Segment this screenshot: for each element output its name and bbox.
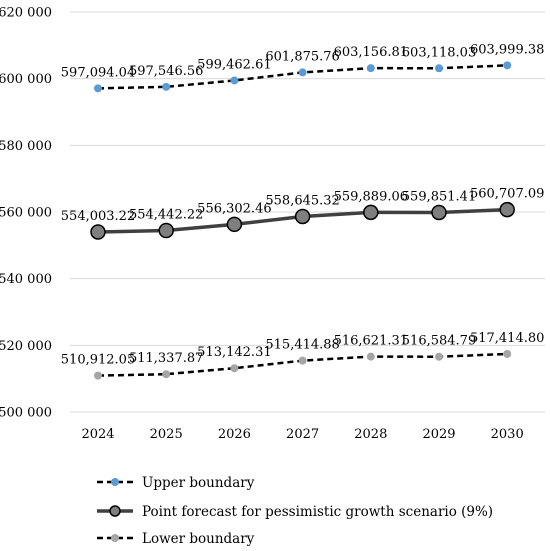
x-axis-ticks: 2024 2025 2026 2027 2028 2029 2030 (81, 427, 523, 442)
data-label: 559,851.41 (402, 189, 476, 204)
data-point (226, 216, 243, 233)
data-point (435, 352, 443, 361)
x-tick-label: 2025 (150, 427, 183, 442)
x-tick-label: 2026 (218, 427, 251, 442)
data-label: 556,302.46 (197, 201, 271, 216)
y-tick-label: 520 000 (0, 339, 52, 354)
data-point (503, 61, 512, 70)
data-point (298, 356, 307, 365)
data-label: 597,094.04 (61, 65, 135, 80)
y-tick-label: 600 000 (0, 72, 52, 87)
data-point (230, 76, 239, 85)
data-label: 599,462.61 (197, 57, 271, 72)
legend-marker (111, 534, 119, 542)
plot-area: 597,094.04597,546.56599,462.61601,875.76… (61, 42, 544, 380)
data-label: 513,142.31 (197, 345, 271, 360)
data-point (499, 201, 515, 218)
legend-label: Lower boundary (142, 531, 255, 547)
legend: Upper boundary Point forecast for pessimi… (97, 475, 493, 547)
data-label: 560,707.09 (470, 187, 544, 202)
legend-label: Upper boundary (142, 475, 255, 491)
data-label: 517,414.80 (470, 331, 544, 346)
data-point (503, 349, 512, 358)
x-tick-label: 2028 (354, 427, 387, 442)
data-label: 603,118.03 (402, 45, 476, 60)
legend-item: Upper boundary (97, 475, 255, 491)
legend-item: Point forecast for pessimistic growth sc… (97, 504, 493, 520)
data-label: 554,003.22 (61, 209, 135, 224)
data-label: 559,889.06 (334, 189, 408, 204)
x-tick-label: 2029 (422, 427, 455, 442)
legend-label: Point forecast for pessimistic growth sc… (142, 504, 493, 520)
data-label: 516,584.79 (402, 334, 476, 349)
data-point (431, 204, 447, 221)
y-axis-ticks: 500 000 520 000 540 000 560 000 580 000 600 0… (0, 6, 52, 421)
data-label: 515,414.88 (265, 338, 339, 353)
data-point (294, 208, 311, 225)
y-tick-label: 560 000 (0, 206, 52, 221)
data-label: 597,546.56 (129, 64, 203, 79)
y-tick-label: 620 000 (0, 6, 52, 21)
data-point (94, 84, 102, 93)
data-label: 554,442.22 (129, 208, 203, 223)
data-label: 603,999.38 (470, 42, 544, 57)
x-tick-label: 2024 (81, 427, 114, 442)
legend-marker (111, 478, 119, 486)
x-tick-label: 2027 (286, 427, 319, 442)
data-label: 558,645.32 (265, 194, 339, 209)
legend-marker (109, 505, 121, 517)
data-label: 603,156.81 (334, 45, 408, 60)
series-2: 510,912.05511,337.87513,142.31515,414.88… (61, 331, 544, 380)
data-point (435, 64, 443, 73)
series-0: 597,094.04597,546.56599,462.61601,875.76… (61, 42, 544, 93)
data-label: 516,621.31 (334, 334, 408, 349)
data-point (162, 370, 171, 379)
data-point (158, 222, 174, 239)
data-label: 601,875.76 (265, 49, 339, 64)
data-label: 511,337.87 (129, 351, 203, 366)
legend-item: Lower boundary (97, 531, 255, 547)
data-point (162, 82, 171, 91)
y-tick-label: 500 000 (0, 406, 52, 421)
x-tick-label: 2030 (491, 427, 524, 442)
data-point (366, 352, 375, 361)
data-point (230, 364, 239, 373)
data-point (90, 224, 106, 240)
data-point (298, 68, 307, 77)
series-1: 554,003.22554,442.22556,302.46558,645.32… (61, 187, 544, 240)
data-point (94, 371, 102, 380)
data-label: 510,912.05 (61, 353, 135, 368)
data-point (366, 64, 375, 73)
gridlines (70, 11, 545, 413)
data-point (363, 204, 379, 221)
y-tick-label: 580 000 (0, 139, 52, 154)
y-tick-label: 540 000 (0, 272, 52, 287)
